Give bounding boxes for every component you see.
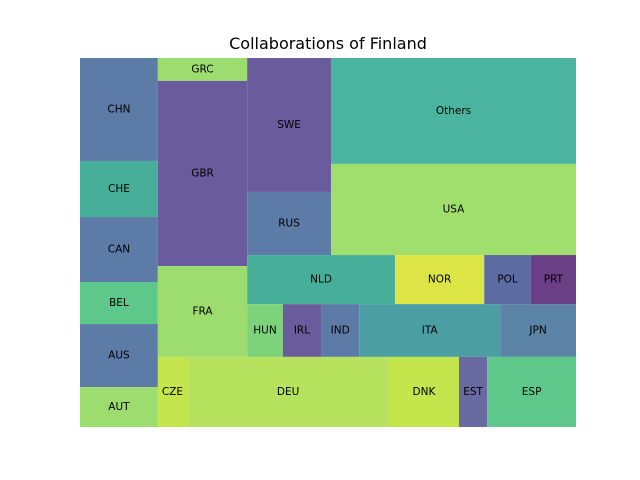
treemap-label-hun: HUN (253, 325, 276, 337)
treemap-cell-jpn (500, 304, 576, 357)
treemap-label-swe: SWE (277, 119, 301, 131)
treemap-label-chn: CHN (107, 103, 130, 115)
treemap-label-che: CHE (108, 183, 130, 195)
treemap-cell-chn (80, 58, 158, 161)
treemap-cell-others (330, 58, 576, 164)
treemap-label-nor: NOR (428, 274, 451, 286)
treemap-cell-irl (282, 304, 322, 357)
treemap-cell-gbr (157, 80, 248, 267)
treemap-label-irl: IRL (294, 325, 310, 337)
treemap-cell-nor (394, 255, 485, 305)
treemap-cell-nld (247, 255, 395, 305)
treemap-cell-usa (330, 163, 576, 256)
treemap-cell-che (80, 160, 158, 218)
treemap-label-ita: ITA (422, 325, 439, 337)
treemap-label-nld: NLD (310, 274, 332, 286)
treemap-label-rus: RUS (278, 217, 300, 229)
treemap-label-aut: AUT (108, 401, 130, 413)
treemap-cell-rus (247, 191, 331, 256)
treemap-cell-prt (530, 255, 576, 305)
treemap-cell-grc (157, 58, 248, 81)
treemap-cell-aut (80, 387, 158, 427)
treemap-label-dnk: DNK (413, 386, 437, 398)
treemap-label-est: EST (463, 386, 483, 398)
treemap-label-gbr: GBR (191, 167, 214, 179)
treemap-label-deu: DEU (277, 386, 299, 398)
treemap-cell-ita (359, 304, 501, 357)
treemap-cell-est (458, 356, 488, 427)
treemap-cell-pol (484, 255, 531, 305)
treemap-cell-can (80, 217, 158, 282)
treemap-label-fra: FRA (192, 306, 213, 318)
treemap-cell-esp (487, 356, 576, 427)
treemap-cell-deu (187, 356, 390, 427)
treemap-label-ind: IND (331, 325, 350, 337)
treemap-label-can: CAN (108, 244, 130, 256)
treemap-cell-dnk (389, 356, 459, 427)
treemap-label-usa: USA (443, 203, 466, 215)
treemap-cell-hun (247, 304, 283, 357)
treemap-cell-swe (247, 58, 331, 192)
treemap-label-bel: BEL (109, 297, 129, 309)
treemap-label-jpn: JPN (528, 325, 546, 337)
treemap-cells: CHN CHE CAN BEL AUS AUT GRC GBR FRA SWE RUS Others U… (80, 58, 576, 427)
treemap-cell-bel (80, 281, 158, 325)
treemap-label-grc: GRC (191, 63, 213, 75)
treemap-cell-ind (321, 304, 360, 357)
treemap-label-others: Others (436, 105, 471, 117)
treemap-cell-cze (157, 356, 188, 427)
treemap-cell-aus (80, 324, 158, 388)
treemap-cell-fra (157, 266, 248, 357)
treemap-label-pol: POL (497, 274, 518, 286)
treemap-label-esp: ESP (522, 386, 542, 398)
treemap-label-aus: AUS (108, 350, 130, 362)
treemap-label-prt: PRT (544, 274, 564, 286)
treemap-label-cze: CZE (162, 386, 183, 398)
chart-title: Collaborations of Finland (229, 34, 427, 53)
